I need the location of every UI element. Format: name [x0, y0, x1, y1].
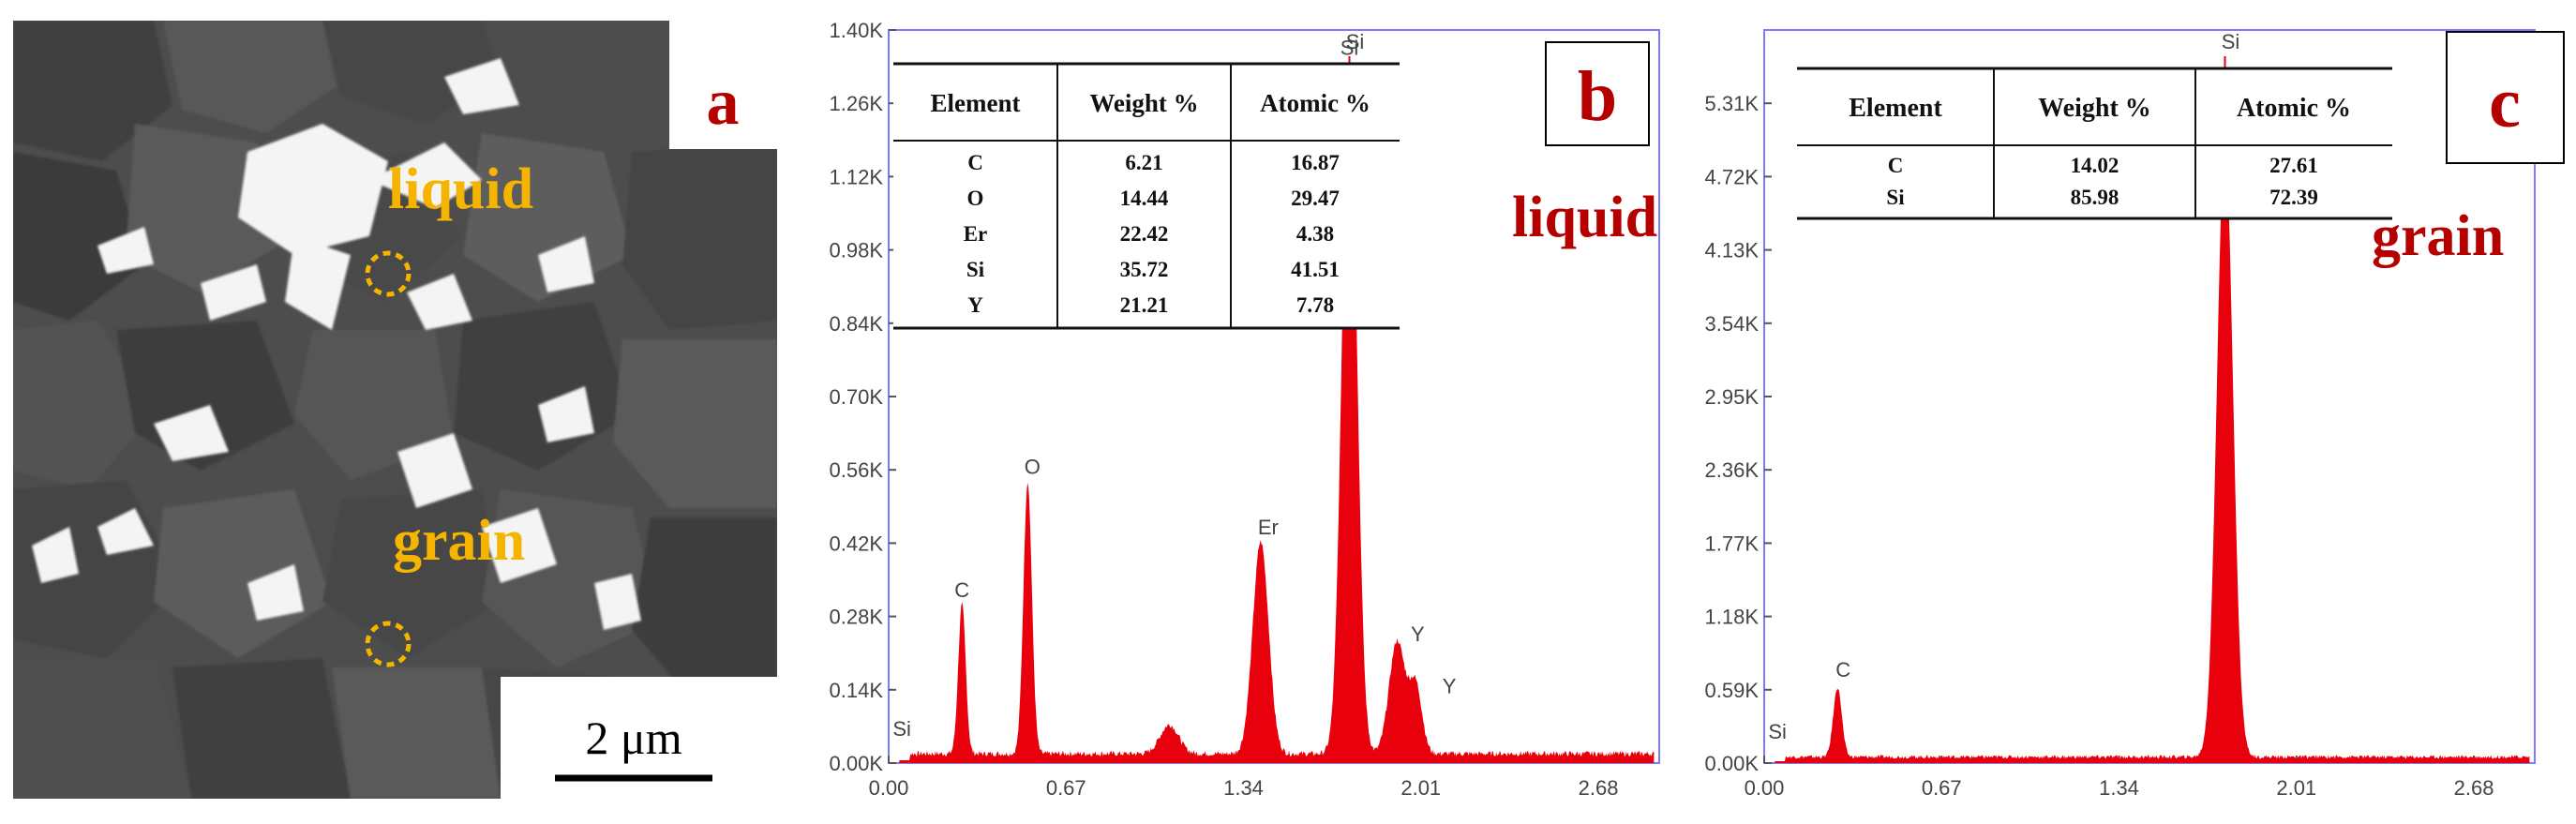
table-cell: 35.72 — [1120, 258, 1169, 281]
composition-table: Element Weight % Atomic % C 14.02 27.61 Si 85.9… — [1797, 67, 2392, 220]
liquid-annotation: liquid — [388, 157, 533, 221]
side-label-grain: grain — [2372, 204, 2504, 268]
table-cell: 16.87 — [1291, 151, 1340, 174]
y-axis: 0.00K 0.14K 0.28K 0.42K 0.56K 0.70K 0.84K 0.98K… — [830, 19, 896, 775]
table-cell: 14.02 — [2071, 154, 2119, 177]
liquid-phase — [32, 58, 641, 630]
liquid-marker-circle — [365, 250, 412, 297]
x-tick-label: 0.00 — [1745, 776, 1785, 800]
grain-annotation: grain — [393, 509, 525, 573]
x-axis: 0.00 0.67 1.34 2.01 2.68 — [1745, 756, 2494, 800]
y-tick-label: 0.00K — [830, 752, 884, 775]
y-tick-label: 5.31K — [1705, 92, 1760, 115]
panel-letter-b: b — [1578, 57, 1617, 136]
table-cell: O — [967, 187, 984, 210]
y-tick-label: 1.40K — [830, 19, 884, 42]
peak-label-top: Si — [2222, 30, 2240, 53]
x-tick-label: 2.01 — [2276, 776, 2316, 800]
table-header-cell: Weight % — [1089, 89, 1198, 117]
table-cell: Si — [966, 258, 985, 281]
panel-letter-box — [1545, 41, 1650, 146]
peak-label: C — [954, 578, 969, 602]
eds-spectrum-grain-chart: 0.00K 0.59K 1.18K 1.77K 2.36K 2.95K 3.54K 4.13K… — [1705, 29, 2565, 800]
y-tick-label: 0.59K — [1705, 679, 1760, 702]
peak-label: Y — [1411, 622, 1425, 646]
micrograph-image: a liquid grain 2 μm — [13, 21, 777, 799]
table-cell: C — [1888, 154, 1904, 177]
micrograph-panel: a liquid grain 2 μm — [13, 21, 777, 799]
table-cell: Er — [964, 222, 988, 246]
y-tick-label: 4.72K — [1705, 165, 1760, 188]
y-tick-label: 1.26K — [830, 92, 884, 115]
y-tick-label: 0.42K — [830, 532, 884, 555]
x-tick-label: 1.34 — [2099, 776, 2139, 800]
scale-bar-label: 2 μm — [585, 712, 681, 764]
panel-letter-a: a — [707, 67, 740, 139]
panel-letter-c: c — [2489, 64, 2521, 142]
y-tick-label: 0.98K — [830, 239, 884, 262]
peak-label: O — [1025, 456, 1041, 479]
table-cell: 6.21 — [1125, 151, 1162, 174]
y-axis: 0.00K 0.59K 1.18K 1.77K 2.36K 2.95K 3.54K 4.13K… — [1705, 92, 1772, 775]
y-tick-label: 2.95K — [1705, 385, 1760, 409]
grain-marker-circle — [365, 621, 412, 667]
peak-label-top: Si — [1346, 30, 1365, 53]
table-header-cell: Atomic % — [2237, 94, 2351, 123]
y-tick-label: 0.28K — [830, 606, 884, 629]
x-tick-label: 2.68 — [2454, 776, 2494, 800]
y-tick-label: 0.56K — [830, 458, 884, 482]
table-cell: 72.39 — [2269, 186, 2318, 209]
table-cell: 7.78 — [1296, 293, 1334, 317]
side-label-liquid: liquid — [1512, 186, 1657, 249]
peak-label: Si — [892, 717, 911, 741]
table-cell: Si — [1886, 186, 1905, 209]
y-tick-label: 1.18K — [1705, 606, 1760, 629]
peak-label: Er — [1258, 516, 1279, 539]
table-cell: 29.47 — [1291, 187, 1340, 210]
table-cell: 85.98 — [2071, 186, 2119, 209]
table-header-cell: Element — [931, 89, 1021, 117]
x-axis: 0.00 0.67 1.34 2.01 2.68 — [869, 756, 1619, 800]
peak-label: C — [1835, 658, 1850, 682]
table-cell: C — [967, 151, 983, 174]
table-cell: 21.21 — [1120, 293, 1169, 317]
label-box-a — [669, 21, 777, 149]
peak-label: Si — [1768, 720, 1787, 743]
table-cell: 41.51 — [1291, 258, 1340, 281]
y-tick-label: 3.54K — [1705, 312, 1760, 336]
y-tick-label: 2.36K — [1705, 458, 1760, 482]
y-tick-label: 0.84K — [830, 312, 884, 336]
table-cell: 14.44 — [1120, 187, 1169, 210]
x-tick-label: 2.68 — [1579, 776, 1619, 800]
eds-spectrum-liquid-chart: 0.00K 0.14K 0.28K 0.42K 0.56K 0.70K 0.84K 0.98K… — [830, 19, 1660, 800]
x-tick-label: 0.67 — [1922, 776, 1962, 800]
peak-label: Si — [1340, 37, 1359, 60]
y-tick-label: 1.77K — [1705, 532, 1760, 555]
table-background — [1797, 68, 2392, 218]
table-header-cell: Weight % — [2038, 94, 2151, 123]
table-cell: 27.61 — [2269, 154, 2318, 177]
y-tick-label: 0.70K — [830, 385, 884, 409]
x-tick-label: 1.34 — [1223, 776, 1264, 800]
table-cell: 4.38 — [1296, 222, 1334, 246]
table-header-cell: Element — [1849, 94, 1942, 123]
x-tick-label: 0.00 — [869, 776, 909, 800]
y-tick-label: 4.13K — [1705, 239, 1760, 262]
table-header-cell: Atomic % — [1260, 89, 1370, 117]
composition-table: Element Weight % Atomic % C 6.21 16.87 O 14.44 2… — [893, 62, 1400, 330]
table-cell: Y — [967, 293, 983, 317]
peak-label: Y — [1443, 674, 1457, 697]
x-tick-label: 2.01 — [1400, 776, 1441, 800]
y-tick-label: 0.00K — [1705, 752, 1760, 775]
x-tick-label: 0.67 — [1046, 776, 1086, 800]
y-tick-label: 1.12K — [830, 165, 884, 188]
panel-letter-box — [2446, 31, 2565, 164]
table-background — [893, 64, 1400, 328]
table-cell: 22.42 — [1120, 222, 1169, 246]
y-tick-label: 0.14K — [830, 679, 884, 702]
